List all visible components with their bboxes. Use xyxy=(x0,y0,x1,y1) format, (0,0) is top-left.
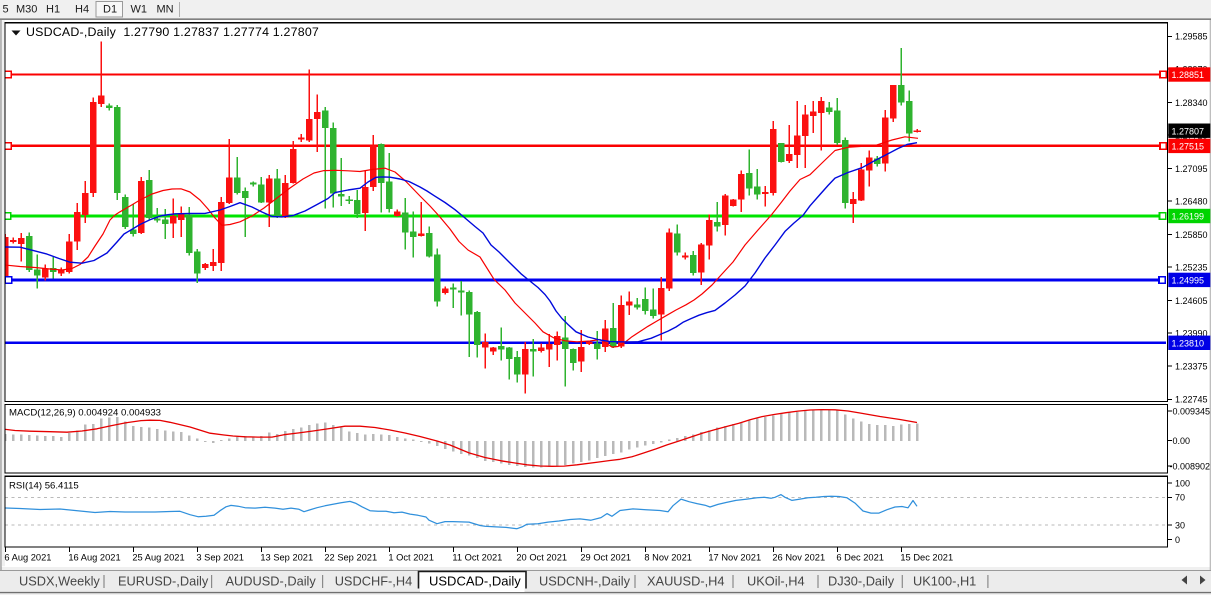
svg-text:70: 70 xyxy=(1175,493,1185,503)
svg-text:UK100-,H1: UK100-,H1 xyxy=(913,574,976,589)
svg-text:13 Sep 2021: 13 Sep 2021 xyxy=(260,553,313,563)
svg-text:RSI(14) 56.4115: RSI(14) 56.4115 xyxy=(9,481,79,492)
svg-text:UKOil-,H4: UKOil-,H4 xyxy=(747,574,805,589)
svg-text:11 Oct 2021: 11 Oct 2021 xyxy=(452,553,502,563)
svg-text:5: 5 xyxy=(3,4,9,16)
svg-text:1.26480: 1.26480 xyxy=(1175,197,1208,207)
svg-text:20 Oct 2021: 20 Oct 2021 xyxy=(516,553,567,563)
svg-text:1.23810: 1.23810 xyxy=(1172,338,1205,348)
svg-text:USDCHF-,H4: USDCHF-,H4 xyxy=(335,574,413,589)
svg-text:-0.008902: -0.008902 xyxy=(1170,462,1211,472)
svg-text:29 Oct 2021: 29 Oct 2021 xyxy=(580,553,631,563)
svg-text:1.25850: 1.25850 xyxy=(1175,230,1208,240)
svg-text:H1: H1 xyxy=(46,4,60,16)
svg-text:22 Sep 2021: 22 Sep 2021 xyxy=(324,553,377,563)
svg-text:MACD(12,26,9) 0.004924 0.00493: MACD(12,26,9) 0.004924 0.004933 xyxy=(9,408,161,419)
svg-text:17 Nov 2021: 17 Nov 2021 xyxy=(708,553,761,563)
svg-text:AUDUSD-,Daily: AUDUSD-,Daily xyxy=(226,574,317,589)
svg-text:1.23375: 1.23375 xyxy=(1175,361,1208,371)
svg-text:D1: D1 xyxy=(103,4,117,16)
svg-text:1 Oct 2021: 1 Oct 2021 xyxy=(388,553,433,563)
svg-text:0.009345: 0.009345 xyxy=(1173,406,1211,416)
svg-text:1.28340: 1.28340 xyxy=(1175,98,1208,108)
svg-text:1.25235: 1.25235 xyxy=(1175,263,1208,273)
svg-text:H4: H4 xyxy=(75,4,89,16)
svg-text:30: 30 xyxy=(1175,521,1185,531)
svg-text:6 Dec 2021: 6 Dec 2021 xyxy=(836,553,884,563)
svg-text:USDCAD-,Daily: USDCAD-,Daily xyxy=(429,574,521,589)
svg-text:8 Nov 2021: 8 Nov 2021 xyxy=(644,553,692,563)
svg-text:1.23990: 1.23990 xyxy=(1175,329,1208,339)
svg-text:15 Dec 2021: 15 Dec 2021 xyxy=(900,553,953,563)
svg-text:1.27807: 1.27807 xyxy=(1172,126,1205,136)
svg-text:1.24995: 1.24995 xyxy=(1172,276,1205,286)
svg-text:1.29585: 1.29585 xyxy=(1175,32,1208,42)
svg-text:100: 100 xyxy=(1175,478,1190,488)
svg-text:DJ30-,Daily: DJ30-,Daily xyxy=(828,574,895,589)
svg-text:1.22745: 1.22745 xyxy=(1175,395,1208,405)
svg-text:6 Aug 2021: 6 Aug 2021 xyxy=(4,553,51,563)
svg-text:XAUUSD-,H4: XAUUSD-,H4 xyxy=(647,574,725,589)
svg-text:16 Aug 2021: 16 Aug 2021 xyxy=(68,553,120,563)
svg-text:1.24605: 1.24605 xyxy=(1175,296,1208,306)
svg-text:1.28851: 1.28851 xyxy=(1172,70,1205,80)
svg-text:25 Aug 2021: 25 Aug 2021 xyxy=(132,553,184,563)
svg-text:M30: M30 xyxy=(16,4,37,16)
svg-text:USDCAD-,Daily 1.27790 1.27837: USDCAD-,Daily 1.27790 1.27837 1.27774 1.… xyxy=(26,25,319,39)
svg-text:USDCNH-,Daily: USDCNH-,Daily xyxy=(539,574,631,589)
svg-text:1.27095: 1.27095 xyxy=(1175,164,1208,174)
svg-text:0: 0 xyxy=(1175,535,1180,545)
svg-text:1.26199: 1.26199 xyxy=(1172,212,1205,222)
svg-text:3 Sep 2021: 3 Sep 2021 xyxy=(196,553,244,563)
svg-text:EURUSD-,Daily: EURUSD-,Daily xyxy=(118,574,209,589)
svg-text:1.27515: 1.27515 xyxy=(1172,142,1205,152)
svg-text:0.00: 0.00 xyxy=(1173,436,1191,446)
svg-text:USDX,Weekly: USDX,Weekly xyxy=(19,574,100,589)
svg-text:MN: MN xyxy=(157,4,174,16)
svg-text:26 Nov 2021: 26 Nov 2021 xyxy=(772,553,825,563)
svg-text:W1: W1 xyxy=(131,4,148,16)
